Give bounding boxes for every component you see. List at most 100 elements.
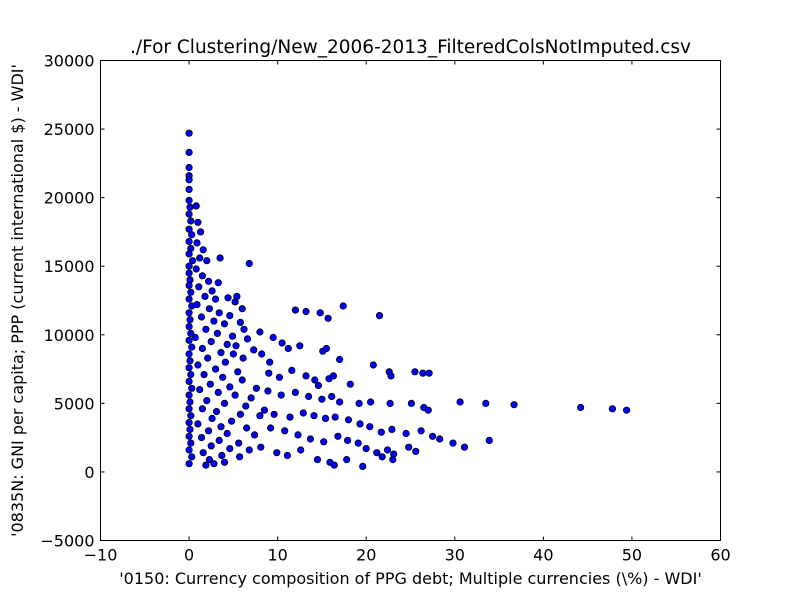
data-point (284, 344, 292, 353)
data-point (258, 350, 266, 358)
data-point (185, 446, 193, 454)
data-point (185, 237, 193, 246)
data-point (417, 427, 425, 435)
data-point (185, 350, 193, 358)
data-point (188, 343, 196, 351)
data-point (278, 339, 286, 347)
data-point (198, 405, 206, 413)
data-point (377, 428, 385, 436)
data-point (304, 392, 313, 401)
data-point (291, 388, 299, 396)
data-point (428, 432, 437, 440)
data-point (245, 259, 253, 268)
y-tick-label: 20000 (44, 189, 95, 208)
data-point (189, 257, 197, 265)
y-tick-label: 10000 (44, 326, 95, 345)
axis-ticks: −10 0 10 20 30 40 50 60 −5000 0 5000 10000 15000 2000… (40, 52, 730, 565)
data-point (405, 443, 413, 451)
data-point (191, 333, 199, 342)
data-point (243, 424, 251, 432)
data-point (366, 398, 375, 406)
data-point (196, 385, 204, 394)
data-point (185, 391, 193, 399)
data-point (355, 399, 363, 407)
data-point (212, 295, 220, 303)
data-point (314, 381, 322, 390)
data-point (185, 432, 193, 440)
data-point (196, 254, 204, 262)
data-point (188, 453, 196, 461)
data-point (260, 406, 268, 414)
data-point (407, 399, 415, 407)
data-point (236, 318, 244, 326)
data-point (186, 398, 194, 406)
data-point (185, 336, 193, 344)
data-point (242, 402, 250, 410)
data-point (239, 354, 247, 362)
data-point (214, 388, 222, 396)
x-axis-label: '0150: Currency composition of PPG debt;… (119, 569, 701, 588)
data-point (197, 228, 205, 236)
data-point (362, 444, 370, 453)
data-point (281, 427, 289, 435)
data-point (302, 372, 310, 380)
data-point (286, 413, 294, 421)
data-point (424, 406, 432, 414)
y-tick-label: 5000 (54, 394, 95, 413)
data-point (219, 373, 227, 381)
data-point (185, 250, 193, 258)
data-point (210, 317, 218, 325)
data-points (185, 129, 631, 470)
data-point (378, 453, 386, 461)
data-point (197, 313, 206, 321)
data-point (217, 348, 225, 357)
data-point (220, 399, 229, 407)
data-point (192, 265, 200, 273)
data-point (204, 354, 212, 362)
data-point (297, 446, 305, 454)
data-point (185, 269, 193, 277)
data-point (185, 309, 193, 317)
data-point (220, 458, 229, 466)
x-tick-label: 60 (710, 546, 730, 565)
data-point (185, 364, 193, 372)
data-point (449, 439, 457, 447)
data-point (302, 307, 310, 316)
data-point (212, 407, 221, 416)
data-point (206, 380, 214, 388)
data-point (185, 281, 193, 289)
data-point (223, 340, 231, 348)
data-point (185, 210, 193, 218)
data-point (193, 300, 201, 309)
data-point (266, 358, 274, 366)
data-point (277, 391, 285, 399)
data-point (321, 414, 330, 422)
data-point (202, 325, 210, 333)
data-point (257, 443, 265, 451)
data-point (226, 383, 234, 391)
data-point (220, 320, 229, 328)
data-point (208, 287, 216, 295)
data-point (419, 369, 427, 377)
data-point (402, 429, 410, 438)
data-point (388, 425, 396, 433)
data-point (194, 218, 202, 226)
data-point (331, 413, 339, 421)
data-point (185, 405, 193, 413)
y-tick-label: 25000 (44, 120, 95, 139)
data-point (366, 423, 374, 431)
data-point (389, 455, 397, 464)
data-point (235, 439, 243, 447)
data-point (251, 431, 259, 439)
data-point (216, 254, 224, 262)
data-point (188, 384, 196, 392)
data-point (228, 417, 236, 425)
data-point (294, 431, 302, 439)
data-point (187, 329, 195, 337)
x-tick-label: 30 (445, 546, 465, 565)
data-point (275, 373, 283, 381)
data-point (369, 361, 377, 369)
data-point (223, 429, 231, 438)
data-point (194, 420, 202, 428)
